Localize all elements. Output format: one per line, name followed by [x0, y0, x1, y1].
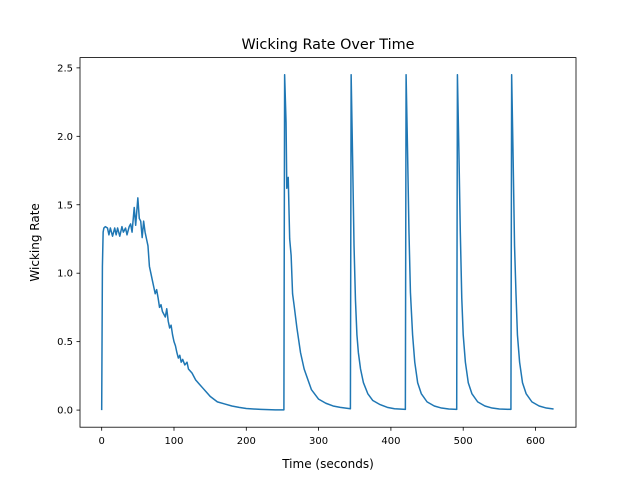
axes-border	[79, 57, 577, 428]
y-tick-label: 0.5	[57, 337, 73, 348]
x-axis-ticks: 0 100 200 300 400 500 600	[99, 427, 545, 447]
y-axis-ticks: 0.0 0.5 1.0 1.5 2.0 2.5	[57, 63, 80, 417]
series-line-0	[100, 73, 554, 411]
chart-title: Wicking Rate Over Time	[242, 37, 415, 53]
plot-area-background	[80, 57, 576, 428]
axes-frame	[79, 57, 577, 428]
y-tick-label: 2.0	[57, 132, 73, 143]
x-tick-label: 0	[99, 436, 105, 447]
plot-area	[100, 73, 554, 411]
y-tick-label: 1.5	[57, 200, 73, 211]
y-tick-label: 0.0	[57, 406, 73, 417]
x-tick-label: 200	[237, 436, 256, 447]
x-tick-label: 500	[454, 436, 473, 447]
y-axis-label: Wicking Rate	[28, 203, 42, 281]
y-tick-label: 1.0	[57, 269, 73, 280]
x-tick-label: 100	[164, 436, 183, 447]
y-tick-label: 2.5	[57, 63, 73, 74]
x-tick-label: 400	[381, 436, 400, 447]
x-axis-label: Time (seconds)	[281, 457, 374, 471]
x-tick-label: 300	[309, 436, 328, 447]
x-tick-label: 600	[526, 436, 545, 447]
